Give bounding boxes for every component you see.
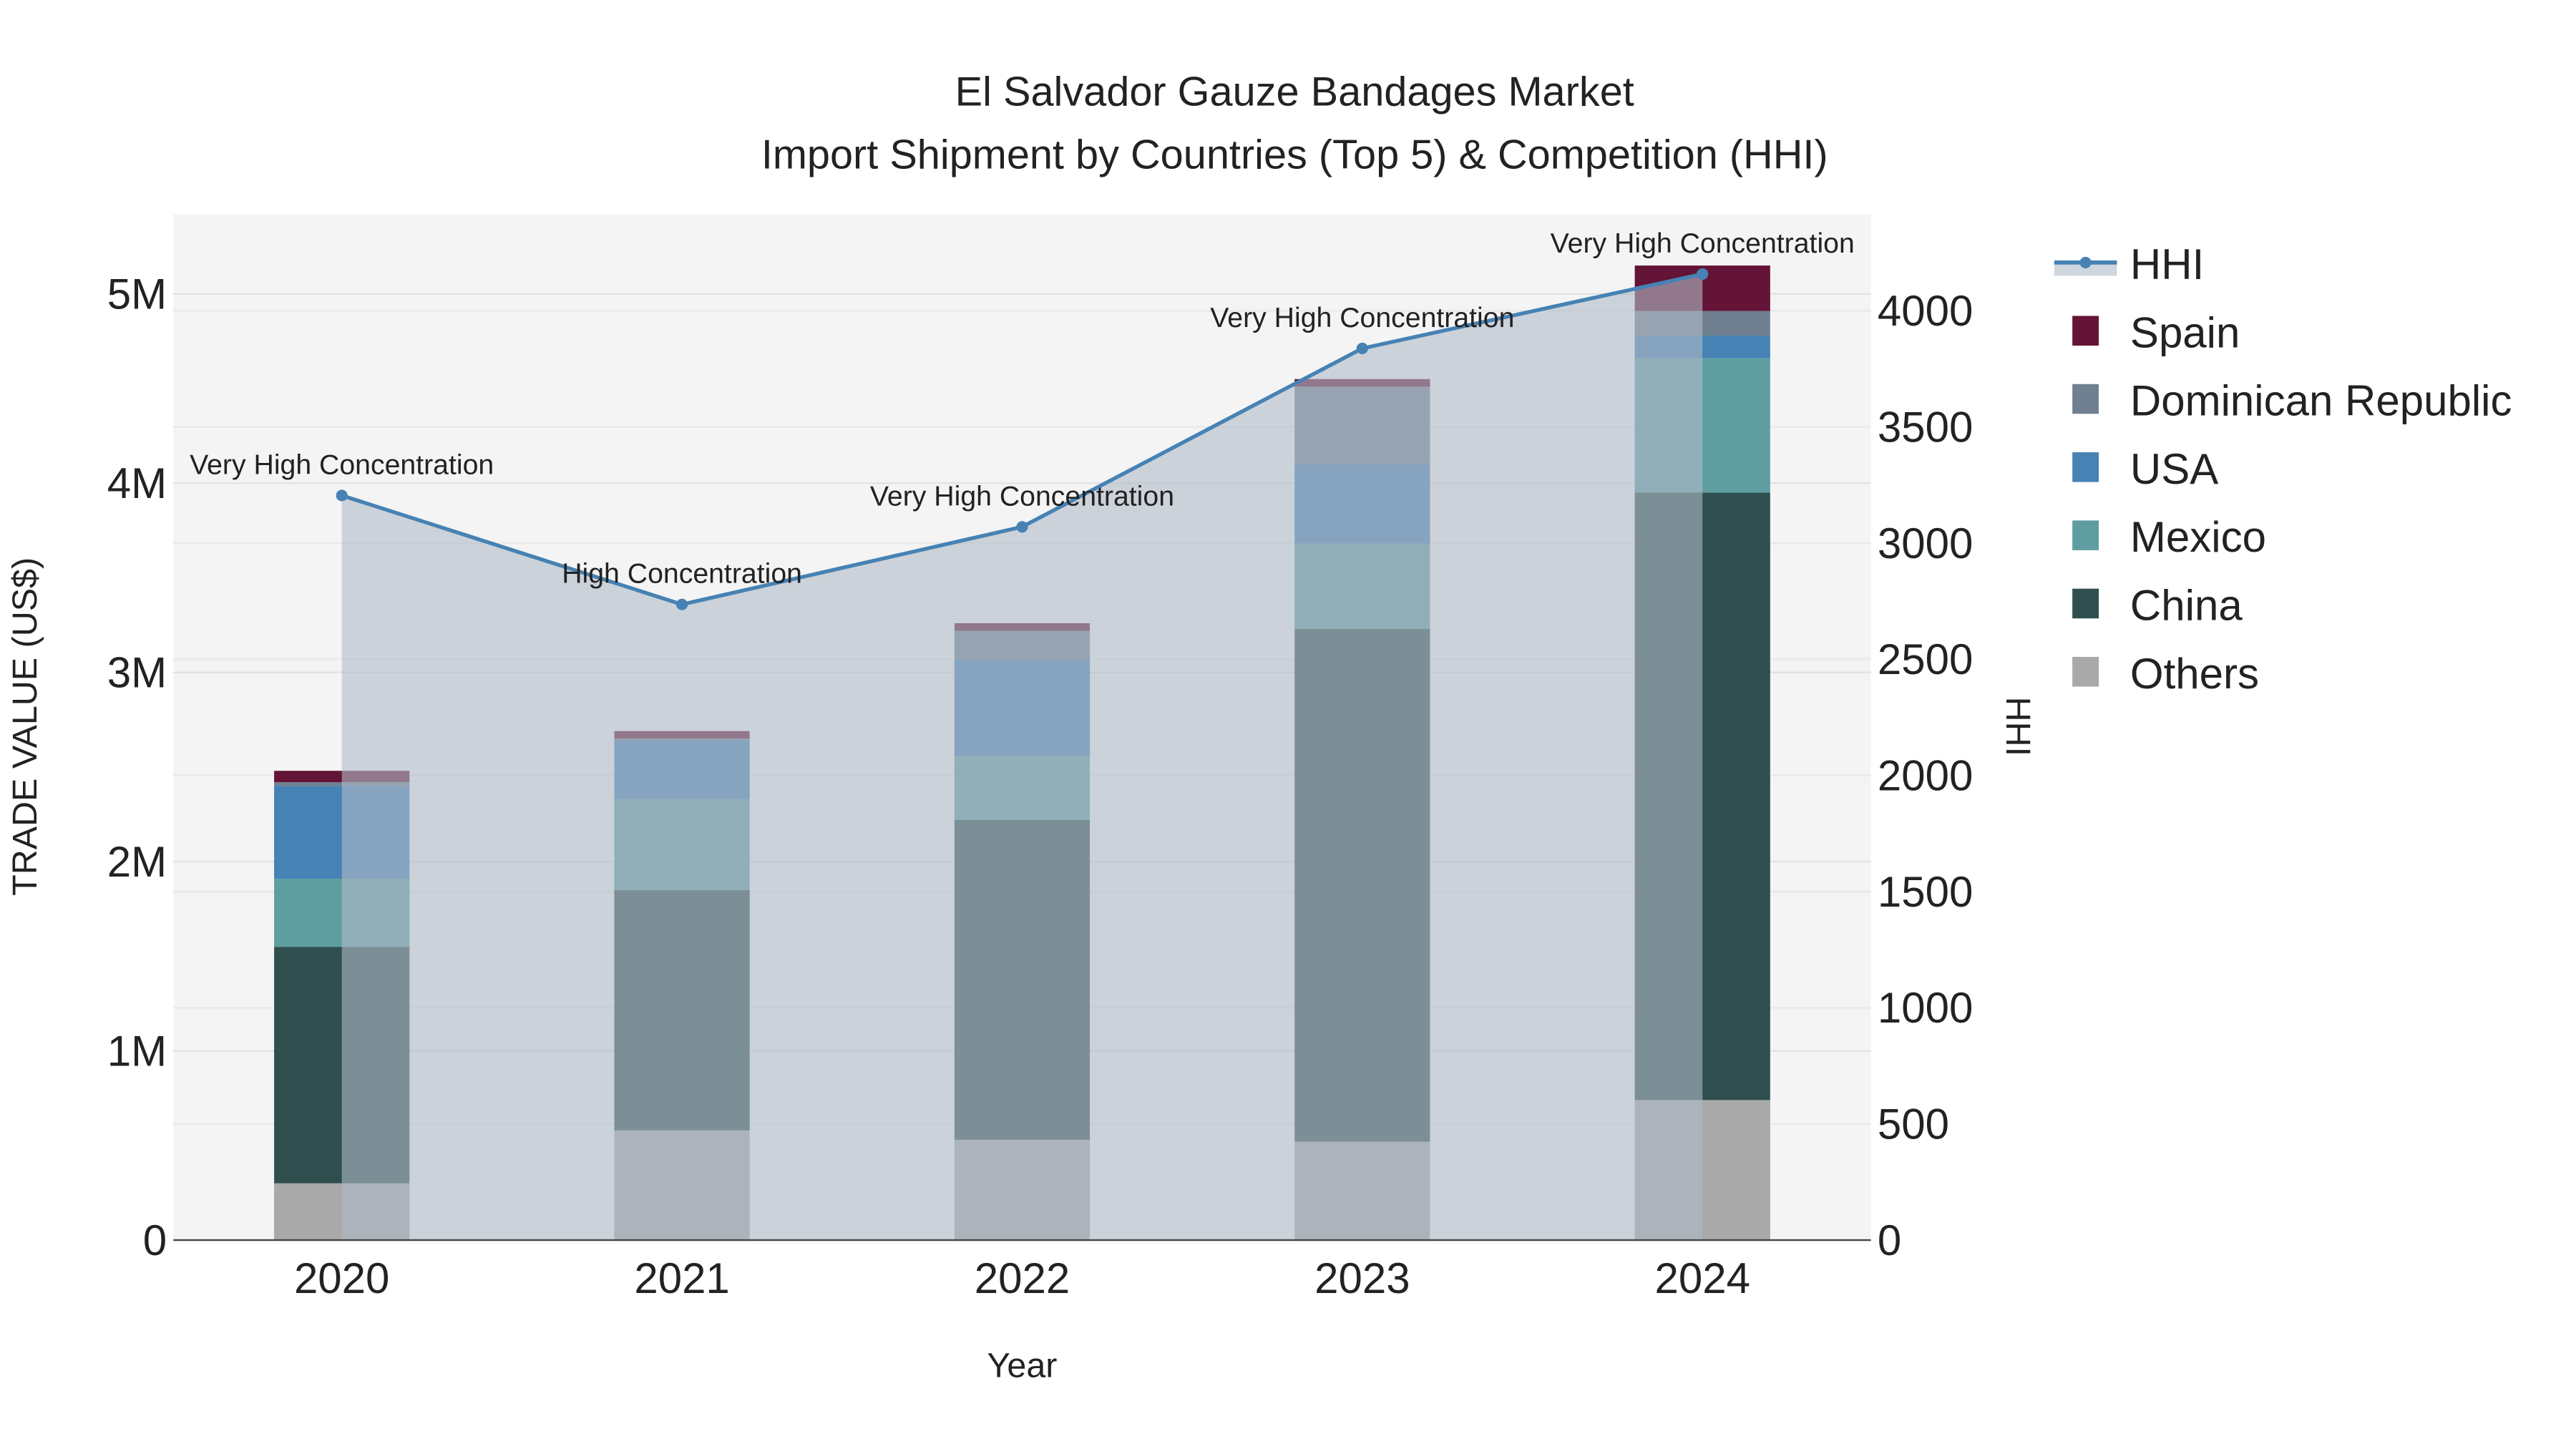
hhi-annotation: High Concentration bbox=[562, 558, 802, 590]
legend-swatch bbox=[2072, 520, 2099, 550]
y2-tick-label: 3000 bbox=[1878, 519, 1973, 567]
y2-tick-label: 1500 bbox=[1878, 868, 1973, 916]
y2-tick-label: 4000 bbox=[1878, 287, 1973, 335]
legend-label: Spain bbox=[2130, 308, 2240, 356]
hhi-point bbox=[1697, 268, 1709, 280]
hhi-area bbox=[341, 274, 1703, 1241]
hhi-annotation: Very High Concentration bbox=[190, 449, 494, 480]
legend: HHI Spain Dominican Republic USA Mexico China… bbox=[2054, 240, 2512, 698]
y-axis-title: TRADE VALUE (US$) bbox=[6, 557, 44, 896]
legend-label: USA bbox=[2130, 445, 2218, 493]
hhi-point bbox=[1356, 342, 1368, 354]
chart-title: El Salvador Gauze Bandages Market bbox=[955, 69, 1634, 115]
x-tick-label: 2021 bbox=[634, 1254, 729, 1302]
hhi-point bbox=[1016, 521, 1028, 533]
y-tick-label: 4M bbox=[107, 459, 167, 507]
hhi-series bbox=[336, 268, 1709, 1241]
y2-tick-label: 0 bbox=[1878, 1216, 1901, 1264]
legend-hhi-area-swatch bbox=[2054, 262, 2117, 276]
legend-swatch bbox=[2072, 384, 2099, 414]
y2-tick-label: 2000 bbox=[1878, 751, 1973, 799]
y-tick-label: 1M bbox=[107, 1027, 167, 1075]
legend-label: Dominican Republic bbox=[2130, 377, 2512, 425]
legend-swatch bbox=[2072, 588, 2099, 619]
y-tick-label: 5M bbox=[107, 270, 167, 318]
chart-subtitle: Import Shipment by Countries (Top 5) & C… bbox=[761, 132, 1828, 177]
legend-swatch bbox=[2072, 452, 2099, 482]
x-tick-label: 2020 bbox=[294, 1254, 389, 1302]
legend-label: China bbox=[2130, 582, 2243, 630]
hhi-point bbox=[336, 489, 348, 502]
legend-hhi-marker bbox=[2079, 256, 2092, 268]
y-tick-label: 0 bbox=[143, 1216, 167, 1264]
legend-swatch bbox=[2072, 657, 2099, 687]
hhi-annotation: Very High Concentration bbox=[1210, 302, 1514, 333]
y2-tick-label: 1000 bbox=[1878, 984, 1973, 1032]
hhi-annotation: Very High Concentration bbox=[1551, 228, 1855, 259]
legend-swatch bbox=[2072, 316, 2099, 346]
legend-label: Mexico bbox=[2130, 513, 2266, 561]
annotations: Very High Concentration High Concentratio… bbox=[190, 228, 1855, 590]
hhi-annotation: Very High Concentration bbox=[870, 480, 1174, 512]
axis-ticks: 0 1M 2M 3M 4M 5M 0 500 1000 1500 2000 2500 3000 3500 4… bbox=[107, 270, 1974, 1302]
y-tick-label: 3M bbox=[107, 648, 167, 696]
hhi-point bbox=[676, 598, 688, 610]
x-tick-label: 2024 bbox=[1654, 1254, 1750, 1302]
y2-tick-label: 500 bbox=[1878, 1101, 1949, 1148]
y-tick-label: 2M bbox=[107, 838, 167, 886]
legend-label-hhi: HHI bbox=[2130, 240, 2204, 288]
legend-label: Others bbox=[2130, 650, 2259, 698]
y2-axis-title: HHI bbox=[1999, 697, 2037, 756]
y2-tick-label: 3500 bbox=[1878, 403, 1973, 451]
x-axis-title: Year bbox=[987, 1347, 1058, 1385]
x-tick-label: 2022 bbox=[975, 1254, 1070, 1302]
y2-tick-label: 2500 bbox=[1878, 635, 1973, 683]
x-tick-label: 2023 bbox=[1314, 1254, 1410, 1302]
